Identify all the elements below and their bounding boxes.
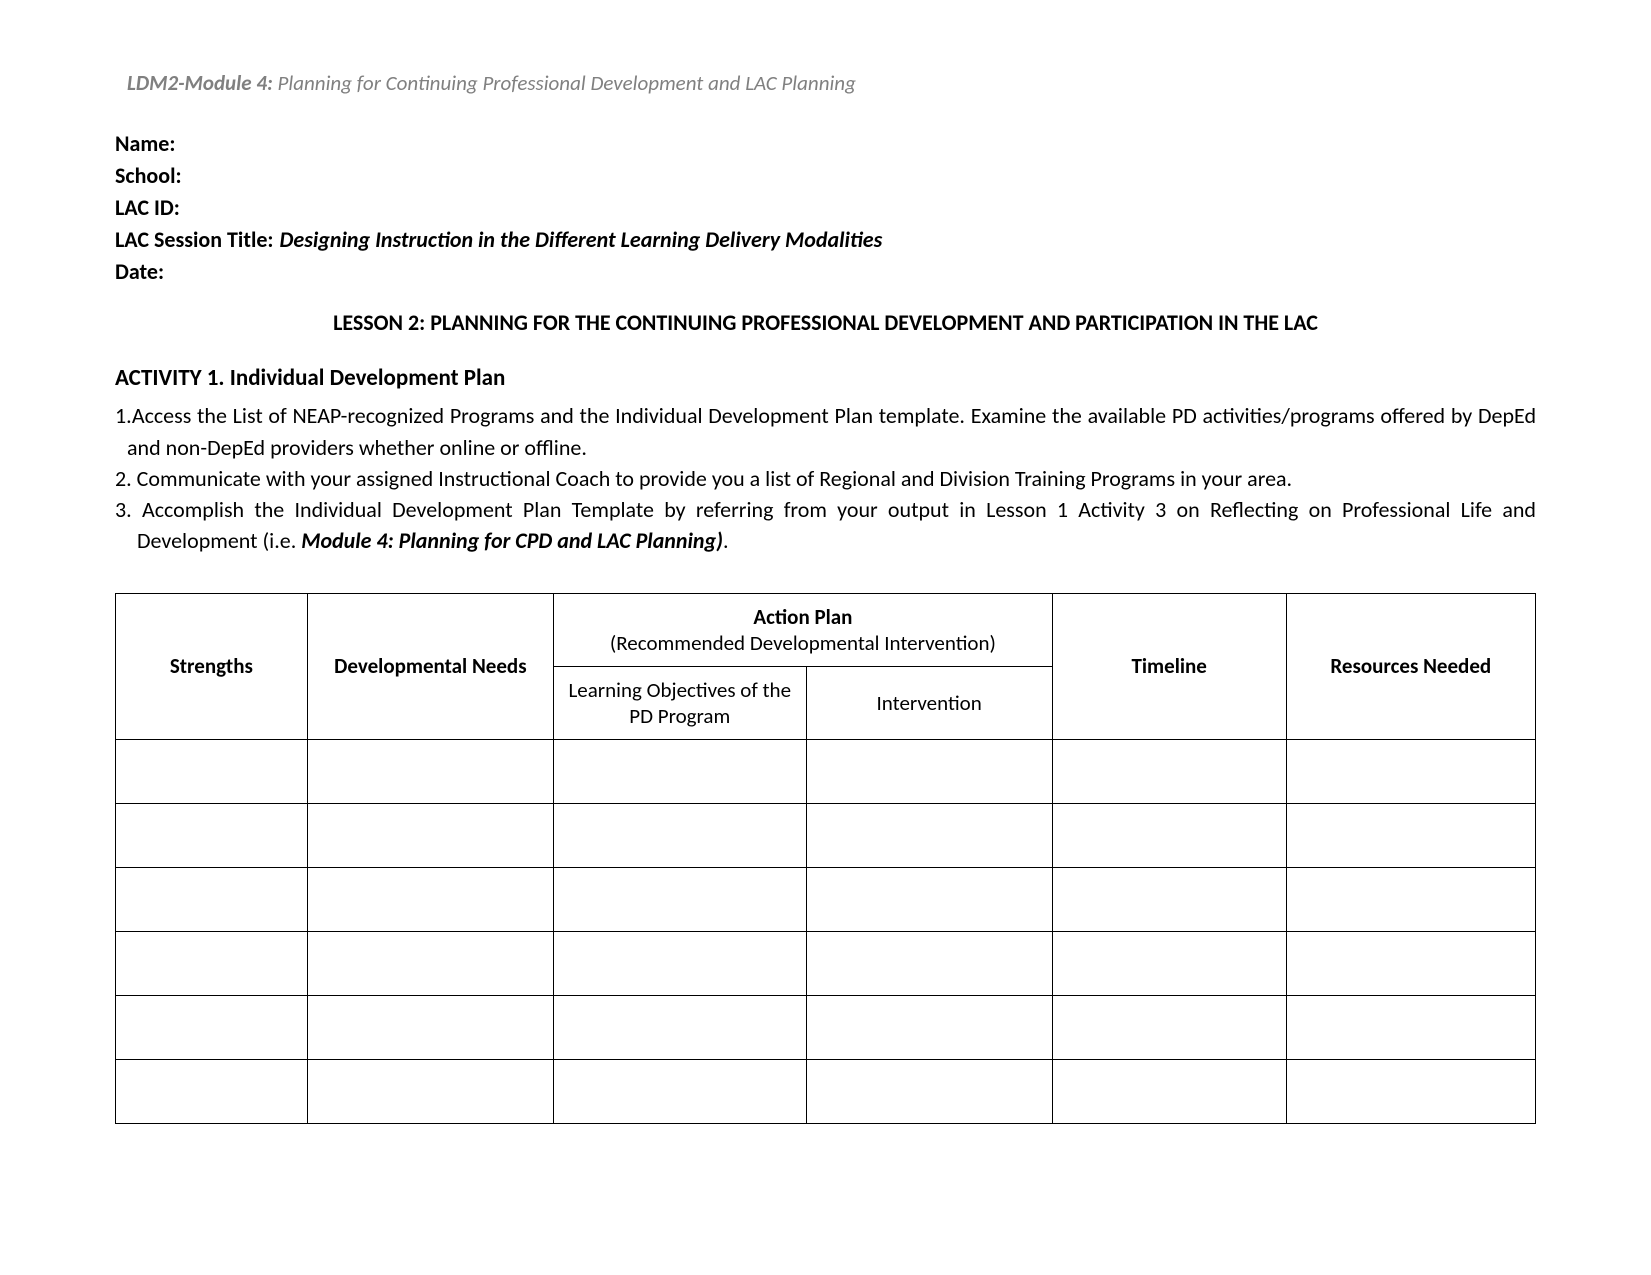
cell — [307, 1059, 553, 1123]
table-header-row-1: Strengths Developmental Needs Action Pla… — [116, 593, 1536, 666]
cell — [307, 867, 553, 931]
cell — [307, 803, 553, 867]
info-row-date: Date: — [115, 256, 1536, 288]
cell — [116, 931, 308, 995]
cell — [116, 995, 308, 1059]
cell — [1052, 867, 1286, 931]
cell — [806, 739, 1052, 803]
cell — [116, 867, 308, 931]
cell — [1286, 739, 1535, 803]
th-strengths: Strengths — [116, 593, 308, 739]
cell — [116, 1059, 308, 1123]
instruction-3-post: . — [723, 527, 729, 554]
table-body — [116, 739, 1536, 1123]
cell — [806, 867, 1052, 931]
info-row-name: Name: — [115, 128, 1536, 160]
cell — [1286, 995, 1535, 1059]
info-row-school: School: — [115, 160, 1536, 192]
th-action-plan: Action Plan (Recommended Developmental I… — [554, 593, 1053, 666]
table-row — [116, 1059, 1536, 1123]
lacid-label: LAC ID: — [115, 192, 180, 224]
name-label: Name: — [115, 128, 175, 160]
instruction-1: 1.Access the List of NEAP-recognized Pro… — [115, 400, 1536, 462]
module-header-bold: LDM2-Module 4: — [127, 70, 273, 96]
th-intervention: Intervention — [806, 666, 1052, 739]
lesson-title: LESSON 2: PLANNING FOR THE CONTINUING PR… — [115, 309, 1536, 336]
cell — [554, 803, 807, 867]
module-header: LDM2-Module 4: Planning for Continuing P… — [115, 70, 1536, 96]
table-row — [116, 867, 1536, 931]
cell — [1286, 867, 1535, 931]
school-label: School: — [115, 160, 182, 192]
cell — [1052, 931, 1286, 995]
cell — [554, 739, 807, 803]
cell — [806, 1059, 1052, 1123]
th-action-plan-top: Action Plan — [562, 604, 1044, 630]
cell — [806, 803, 1052, 867]
instruction-2: 2. Communicate with your assigned Instru… — [115, 463, 1536, 494]
th-resources: Resources Needed — [1286, 593, 1535, 739]
cell — [307, 739, 553, 803]
session-value: Designing Instruction in the Different L… — [280, 224, 883, 256]
cell — [806, 995, 1052, 1059]
cell — [1286, 1059, 1535, 1123]
table-row — [116, 803, 1536, 867]
th-learning-obj: Learning Objectives of the PD Program — [554, 666, 807, 739]
date-label: Date: — [115, 256, 164, 288]
cell — [554, 931, 807, 995]
instructions: 1.Access the List of NEAP-recognized Pro… — [115, 400, 1536, 556]
development-plan-table: Strengths Developmental Needs Action Pla… — [115, 593, 1536, 1124]
cell — [1052, 995, 1286, 1059]
instruction-3-bold: Module 4: Planning for CPD and LAC Plann… — [301, 527, 723, 554]
cell — [116, 739, 308, 803]
info-row-session: LAC Session Title: Designing Instruction… — [115, 224, 1536, 256]
table-head: Strengths Developmental Needs Action Pla… — [116, 593, 1536, 739]
info-block: Name: School: LAC ID: LAC Session Title:… — [115, 128, 1536, 287]
module-header-rest: Planning for Continuing Professional Dev… — [273, 70, 856, 96]
cell — [806, 931, 1052, 995]
table-row — [116, 931, 1536, 995]
cell — [307, 931, 553, 995]
cell — [116, 803, 308, 867]
info-row-lacid: LAC ID: — [115, 192, 1536, 224]
table-row — [116, 995, 1536, 1059]
cell — [307, 995, 553, 1059]
cell — [1286, 931, 1535, 995]
cell — [1052, 1059, 1286, 1123]
th-timeline: Timeline — [1052, 593, 1286, 739]
activity-title: ACTIVITY 1. Individual Development Plan — [115, 364, 1536, 392]
session-label: LAC Session Title: — [115, 224, 274, 256]
cell — [554, 995, 807, 1059]
cell — [1286, 803, 1535, 867]
cell — [554, 1059, 807, 1123]
cell — [1052, 739, 1286, 803]
instruction-3: 3. Accomplish the Individual Development… — [115, 494, 1536, 556]
th-action-plan-sub: (Recommended Developmental Intervention) — [562, 630, 1044, 656]
cell — [1052, 803, 1286, 867]
table-row — [116, 739, 1536, 803]
th-dev-needs: Developmental Needs — [307, 593, 553, 739]
cell — [554, 867, 807, 931]
